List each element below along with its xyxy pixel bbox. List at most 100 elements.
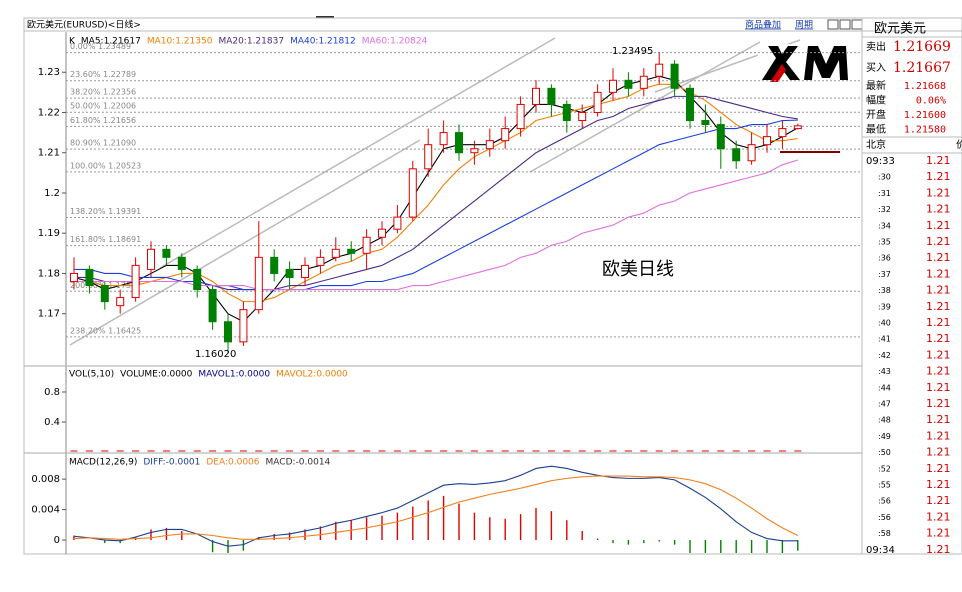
candle-body (747, 144, 756, 162)
y-tick-label: 1.19 (38, 228, 60, 239)
legend-entry: MA5:1.21617 (81, 37, 141, 47)
quote-label: 最低 (866, 123, 886, 136)
tick-time: :50 (878, 448, 891, 457)
y-tick-label: 1.22 (38, 107, 60, 118)
tick-price: 1.21 (926, 170, 951, 183)
candle-body (716, 124, 725, 150)
xm-logo (758, 44, 852, 86)
quote-label: 买入 (866, 62, 886, 74)
candle-body (639, 75, 648, 89)
candle-body (177, 256, 186, 270)
tick-price: 1.21 (926, 203, 951, 216)
candle-body (547, 87, 556, 105)
candle-body (393, 216, 402, 230)
fib-label: 161.80% 1.18691 (70, 235, 141, 244)
candle-body (85, 268, 94, 287)
trend-line (529, 41, 761, 173)
y-tick-label: 1.23 (38, 67, 60, 78)
candle-body (408, 168, 417, 218)
tick-time: :47 (878, 400, 891, 409)
channel-lines (69, 37, 801, 346)
candle-body (532, 87, 540, 105)
trend-line (159, 37, 556, 269)
tick-time: :56 (878, 497, 891, 506)
candle-body (193, 268, 202, 291)
trend-line (69, 139, 421, 346)
indicator-line (73, 475, 799, 540)
annotation: 欧美日线 (602, 259, 674, 280)
candle-body (516, 103, 525, 130)
tick-time: :43 (878, 367, 891, 376)
y-tick-label: 0.4 (44, 417, 60, 428)
candle-body (424, 144, 433, 170)
legend-entry: MAVOL1:0.0000 (198, 370, 270, 380)
candle-body (239, 309, 248, 343)
candle-body (439, 132, 448, 146)
overlay-button[interactable]: 商品叠加 (745, 19, 781, 31)
y-tick-label: 0.8 (44, 387, 60, 398)
candle-body (562, 103, 571, 122)
candle-body (162, 248, 171, 258)
quote-title: 欧元美元 (874, 22, 926, 37)
tick-price: 1.21 (926, 332, 951, 345)
tick-price: 1.21 (926, 365, 951, 378)
candle-body (609, 79, 617, 93)
tick-time: :35 (878, 238, 891, 247)
tick-time: :56 (878, 513, 891, 522)
candle-body (778, 128, 787, 138)
y-tick-label: 0.004 (31, 505, 60, 516)
annotation: 1.23495 (612, 46, 653, 57)
fib-label: 100.00% 1.20523 (70, 161, 141, 170)
candle-body (455, 132, 463, 154)
legend-entry: MAVOL2:0.0000 (276, 370, 348, 380)
price-header: 价 (956, 139, 962, 151)
candle-body (793, 125, 802, 130)
tick-price: 1.21 (926, 462, 951, 475)
legend-entry: VOL(5,10) (69, 370, 114, 380)
tick-price: 1.21 (926, 348, 951, 361)
candle-body (270, 256, 279, 274)
logo-x (762, 46, 800, 80)
candle-body (100, 285, 109, 303)
tick-price: 1.21 (926, 154, 951, 167)
tick-time: 09:34 (866, 545, 895, 556)
tick-time: :37 (878, 270, 891, 279)
tick-price: 1.21 (926, 397, 951, 410)
fib-label: 61.80% 1.21656 (70, 116, 136, 125)
tick-time: :48 (878, 416, 891, 425)
annotation: 1.16020 (195, 349, 236, 360)
candle-body (116, 297, 125, 307)
legend-entry: MA60:1.20824 (362, 37, 428, 47)
time-header: 北京 (866, 138, 886, 151)
icon-button[interactable] (827, 19, 839, 30)
candle-body (655, 63, 664, 77)
y-tick-label: 1.18 (38, 268, 60, 279)
legend-entry: DIFF:-0.0001 (143, 458, 200, 468)
tick-time: :36 (878, 254, 891, 263)
candle-body (593, 91, 602, 113)
candle-body (763, 136, 771, 146)
candle-body (670, 63, 679, 89)
tick-price: 1.21 (926, 543, 951, 556)
candle-body (70, 272, 78, 282)
legend-entry: MACD(12,26,9) (69, 458, 137, 468)
legend-entry: MA10:1.21350 (147, 37, 213, 47)
icon-button[interactable] (839, 19, 851, 30)
tick-price: 1.21 (926, 527, 951, 540)
logo-m (804, 46, 848, 80)
price-plot: 0.00% 1.23489 23.60% 1.22789 38.20% 1.2235… (66, 42, 862, 354)
quote-value: 1.21668 (904, 81, 946, 92)
y-tick-label: 1.2 (44, 188, 60, 199)
tick-time: :40 (878, 319, 891, 328)
period-button[interactable]: 周期 (795, 20, 813, 31)
y-tick-label: 0.008 (31, 474, 60, 485)
candle-body (624, 79, 633, 89)
tick-price: 1.21 (926, 510, 951, 523)
tick-time: :38 (878, 286, 891, 295)
quote-label: 卖出 (866, 40, 886, 53)
tick-price: 1.21 (926, 267, 951, 280)
y-tick-label: 1.21 (38, 148, 60, 159)
indicator-line (73, 465, 798, 547)
tick-price: 1.21 (926, 316, 951, 329)
